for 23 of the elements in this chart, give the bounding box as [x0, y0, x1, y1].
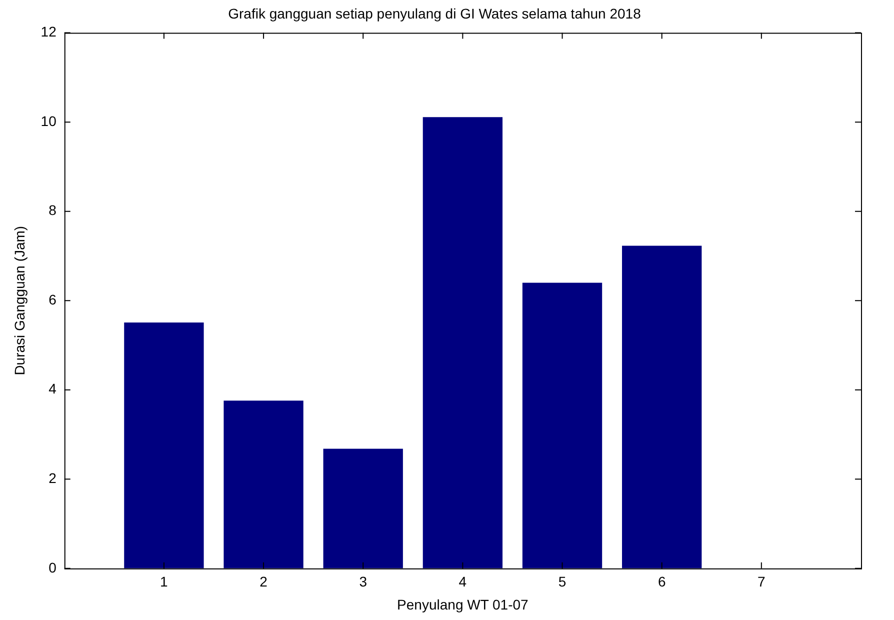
- y-tick-label: 8: [48, 202, 57, 218]
- x-tick-label: 3: [359, 574, 368, 590]
- x-axis-title: Penyulang WT 01-07: [397, 596, 529, 612]
- y-tick-label: 4: [48, 380, 57, 397]
- y-tick-label: 2: [48, 470, 57, 486]
- bar: [224, 400, 304, 568]
- x-tick-label: 5: [558, 574, 566, 590]
- x-tick-label: 6: [658, 574, 666, 590]
- bar: [622, 246, 702, 568]
- y-tick-label: 12: [40, 24, 57, 40]
- y-tick-label: 0: [48, 559, 57, 576]
- bar: [522, 282, 602, 568]
- x-tick-label: 4: [458, 574, 467, 590]
- x-tick-label: 1: [160, 574, 168, 590]
- bar: [422, 117, 503, 568]
- x-tick-label: 7: [758, 574, 766, 590]
- bar: [323, 448, 403, 568]
- y-tick-label: 10: [40, 112, 57, 129]
- chart-title: Grafik gangguan setiap penyulang di GI Wates selama tahun 2018: [228, 5, 642, 22]
- bar: [124, 322, 204, 568]
- y-tick-label: 6: [48, 291, 57, 308]
- y-axis-title: Durasi Gangguan (Jam): [11, 226, 28, 376]
- x-tick-label: 2: [260, 574, 268, 590]
